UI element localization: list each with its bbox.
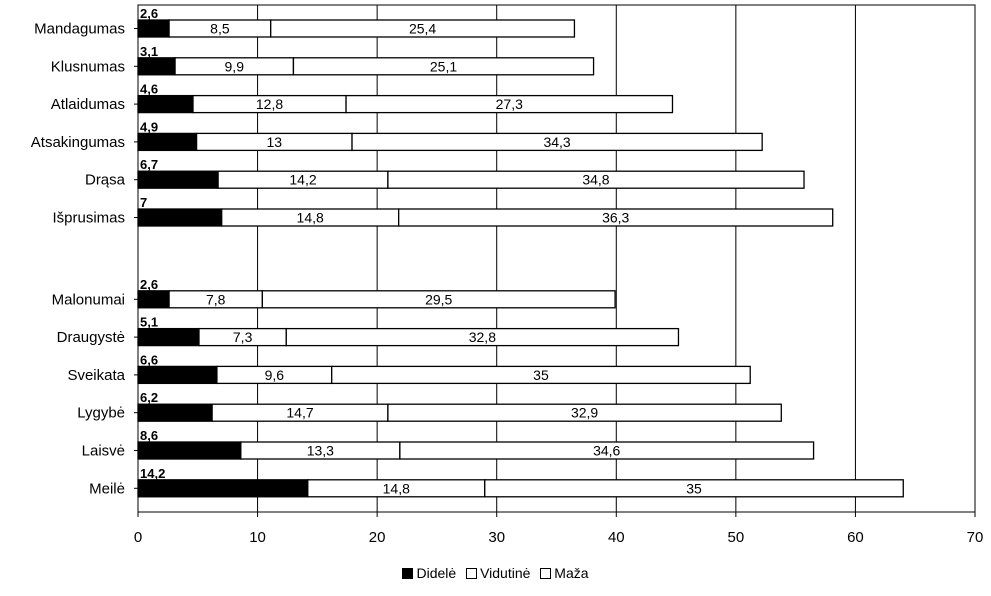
bar-didelė — [137, 441, 242, 460]
bar-maža — [345, 94, 674, 114]
bar-didelė — [137, 365, 218, 385]
bar-maža — [398, 208, 834, 227]
data-label-maza: 27,3 — [496, 96, 523, 112]
data-label-maza: 32,9 — [571, 405, 598, 421]
bar-maža — [399, 441, 815, 460]
data-label-didele: 8,6 — [140, 428, 158, 443]
category-label: Laisvė — [82, 443, 125, 460]
bar-didelė — [137, 208, 223, 227]
data-label-vidutine: 9,6 — [265, 367, 285, 383]
bar-didelė — [137, 170, 219, 189]
bar-maža — [387, 170, 805, 189]
data-label-vidutine: 14,2 — [289, 172, 316, 188]
legend-swatch-didele — [402, 568, 414, 579]
category-label: Sveikata — [67, 367, 125, 384]
data-label-vidutine: 13 — [267, 134, 283, 150]
data-label-didele: 7 — [140, 195, 147, 210]
data-label-didele: 4,9 — [140, 119, 158, 134]
bar-didelė — [137, 94, 194, 114]
x-tick-label: 10 — [249, 529, 266, 546]
x-tick-label: 20 — [369, 529, 386, 546]
data-label-vidutine: 14,7 — [286, 405, 313, 421]
legend-swatch-maza — [540, 568, 552, 579]
data-label-maza: 29,5 — [425, 291, 452, 307]
data-label-vidutine: 14,8 — [383, 480, 410, 496]
x-tick-label: 30 — [488, 529, 505, 546]
data-label-maza: 35 — [533, 367, 549, 383]
bar-didelė — [137, 479, 309, 498]
bar-maža — [351, 132, 763, 152]
data-label-vidutine: 7,8 — [206, 291, 226, 307]
legend-label-vidutine: Vidutinė — [480, 565, 531, 581]
legend-item-vidutine: Vidutinė — [466, 565, 530, 581]
data-label-maza: 34,6 — [593, 443, 620, 459]
category-label: Išprusimas — [52, 210, 125, 227]
data-label-didele: 2,6 — [140, 6, 158, 21]
data-label-vidutine: 7,3 — [233, 329, 253, 345]
x-tick-label: 50 — [728, 529, 745, 546]
category-label: Meilė — [89, 480, 125, 497]
bar-didelė — [137, 403, 213, 422]
x-tick-label: 70 — [967, 529, 984, 546]
data-label-maza: 25,1 — [430, 58, 457, 74]
bar-maža — [270, 19, 576, 38]
data-label-maza: 32,8 — [469, 329, 496, 345]
category-label: Atlaidumas — [51, 96, 125, 113]
legend: Didelė Vidutinė Maža — [0, 565, 991, 581]
data-label-didele: 6,7 — [140, 157, 158, 172]
x-tick-label: 40 — [608, 529, 625, 546]
data-label-vidutine: 13,3 — [307, 443, 334, 459]
x-tick-label: 0 — [134, 529, 142, 546]
legend-item-maza: Maža — [540, 565, 589, 581]
bar-maža — [261, 290, 616, 309]
data-label-didele: 6,2 — [140, 390, 158, 405]
category-label: Atsakingumas — [31, 134, 125, 151]
data-label-didele: 6,6 — [140, 352, 158, 367]
bar-maža — [331, 365, 751, 385]
bar-maža — [484, 479, 904, 498]
legend-item-didele: Didelė — [402, 565, 456, 581]
data-label-vidutine: 9,9 — [225, 58, 245, 74]
bar-maža — [387, 403, 782, 422]
data-label-maza: 34,3 — [543, 134, 570, 150]
bar-didelė — [137, 327, 200, 347]
legend-swatch-vidutine — [466, 568, 478, 579]
category-label: Malonumai — [52, 291, 125, 308]
category-label: Mandagumas — [34, 21, 125, 38]
bar-maža — [285, 327, 680, 347]
category-label: Lygybė — [77, 405, 125, 422]
data-label-didele: 3,1 — [140, 44, 158, 59]
bar-didelė — [137, 57, 176, 76]
bar-didelė — [137, 290, 170, 309]
legend-label-didele: Didelė — [416, 565, 457, 581]
data-label-maza: 34,8 — [582, 172, 609, 188]
data-label-maza: 25,4 — [409, 21, 436, 37]
category-label: Drąsa — [85, 172, 126, 189]
legend-label-maza: Maža — [554, 565, 589, 581]
data-label-didele: 4,6 — [140, 82, 158, 97]
data-label-maza: 35 — [686, 480, 702, 496]
bar-maža — [292, 57, 595, 76]
x-tick-label: 60 — [847, 529, 864, 546]
category-label: Klusnumas — [51, 58, 125, 75]
bar-didelė — [137, 132, 198, 152]
data-label-didele: 2,6 — [140, 277, 158, 292]
data-label-vidutine: 8,5 — [210, 21, 230, 37]
category-label: Draugystė — [57, 329, 125, 346]
data-label-didele: 14,2 — [140, 466, 165, 481]
data-label-vidutine: 12,8 — [256, 96, 283, 112]
bar-didelė — [137, 19, 170, 38]
data-label-vidutine: 14,8 — [297, 210, 324, 226]
plot-area — [137, 4, 976, 513]
data-label-didele: 5,1 — [140, 315, 158, 330]
data-label-maza: 36,3 — [602, 210, 629, 226]
